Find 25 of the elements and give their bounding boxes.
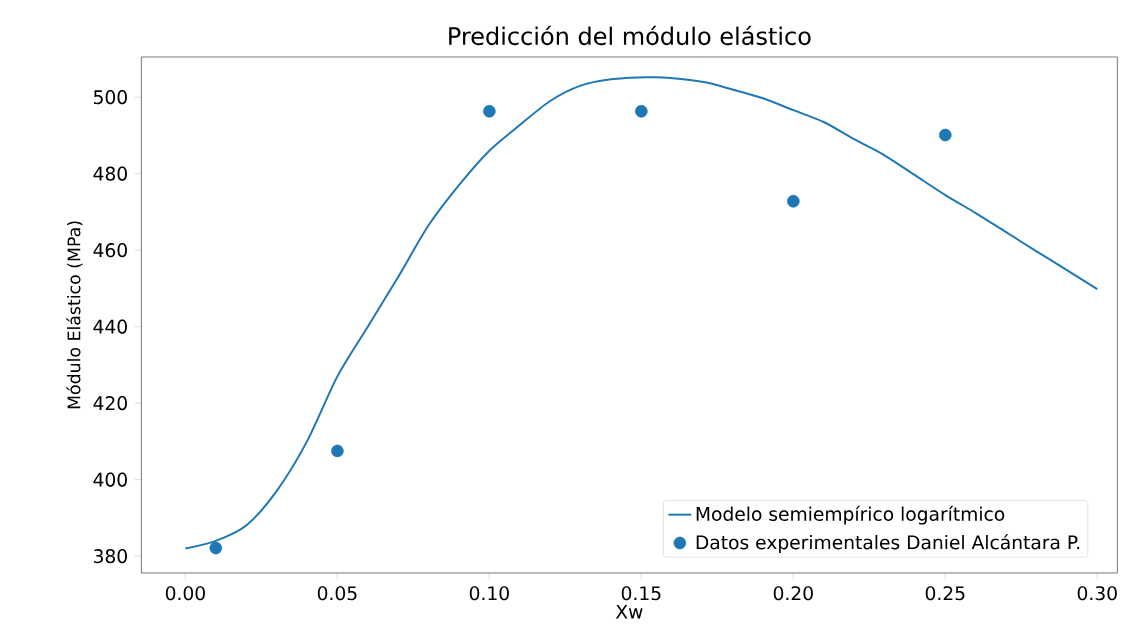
- x-axis-title: Xw: [615, 604, 643, 619]
- point: [787, 194, 800, 208]
- y-tick-label: 500: [94, 90, 127, 105]
- x-tick-label: 0.00: [165, 586, 205, 601]
- chart-title: Predicción del módulo elástico: [449, 25, 811, 46]
- y-tick-label: 380: [93, 549, 127, 564]
- y-tick-label: 420: [93, 396, 127, 411]
- point: [209, 541, 223, 555]
- x-tick-label: 0.15: [621, 586, 661, 601]
- legend-label: Datos experimentales Daniel Alcántara P.: [696, 534, 1080, 553]
- y-tick-label: 440: [93, 319, 127, 334]
- x-tick-label: 0.25: [925, 586, 965, 601]
- point: [483, 105, 496, 118]
- point: [939, 128, 952, 142]
- legend-label: Modelo semiempírico logarítmico: [696, 505, 1005, 525]
- y-tick-label: 400: [93, 472, 127, 487]
- y-axis-title: Módulo Elástico (MPa): [66, 221, 83, 409]
- x-tick-label: 0.05: [317, 586, 357, 601]
- x-tick-label: 0.20: [773, 586, 813, 601]
- y-tick-label: 480: [93, 166, 127, 181]
- x-tick-label: 0.10: [469, 586, 509, 601]
- y-tick-label: 460: [93, 243, 127, 258]
- point: [635, 105, 648, 118]
- x-tick-label: 0.30: [1077, 586, 1117, 601]
- point: [331, 444, 344, 458]
